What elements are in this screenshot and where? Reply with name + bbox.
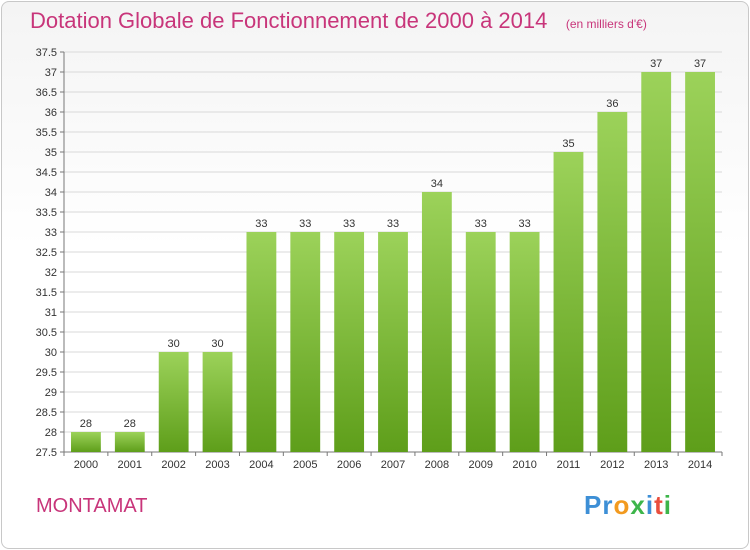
- y-tick-label: 28.5: [36, 407, 57, 419]
- y-tick-label: 36: [45, 107, 57, 119]
- bar: [114, 432, 145, 452]
- bar-value-label: 33: [518, 218, 530, 230]
- bar-value-label: 33: [387, 218, 399, 230]
- bar: [641, 72, 672, 452]
- bar-value-label: 34: [431, 178, 443, 190]
- y-tick-label: 35.5: [36, 127, 57, 139]
- bar: [465, 232, 496, 452]
- y-tick-label: 30.5: [36, 327, 57, 339]
- bar-value-label: 28: [80, 418, 92, 430]
- bar-value-label: 33: [299, 218, 311, 230]
- logo-letter: i: [645, 490, 655, 520]
- bar-value-label: 30: [211, 338, 223, 350]
- x-tick-label: 2001: [118, 459, 142, 471]
- y-tick-label: 27.5: [36, 447, 57, 459]
- bar-value-label: 33: [343, 218, 355, 230]
- bar: [597, 112, 628, 452]
- bar-value-label: 36: [606, 98, 618, 110]
- bar-value-label: 28: [124, 418, 136, 430]
- bar-value-label: 35: [562, 138, 574, 150]
- chart-title: Dotation Globale de Fonctionnement de 20…: [30, 8, 548, 33]
- chart-unit: (en milliers d'€): [565, 17, 647, 31]
- y-tick-label: 30: [45, 347, 57, 359]
- x-tick-label: 2011: [557, 459, 581, 471]
- y-tick-label: 31: [45, 307, 57, 319]
- y-tick-label: 36.5: [36, 87, 57, 99]
- y-tick-label: 31.5: [36, 287, 57, 299]
- bar-value-label: 37: [694, 58, 706, 70]
- logo-letter: o: [613, 490, 631, 520]
- x-tick-label: 2009: [468, 459, 492, 471]
- bar-value-label: 33: [475, 218, 487, 230]
- y-tick-label: 29: [45, 387, 57, 399]
- y-tick-label: 34: [45, 187, 57, 199]
- proxiti-logo: Proxiti: [584, 490, 672, 521]
- bar: [71, 432, 101, 452]
- logo-letter: t: [654, 490, 664, 520]
- bar: [202, 352, 233, 452]
- y-tick-label: 35: [45, 147, 57, 159]
- bar: [246, 232, 277, 452]
- title-row: Dotation Globale de Fonctionnement de 20…: [30, 8, 647, 34]
- bar-value-label: 37: [650, 58, 662, 70]
- x-tick-label: 2007: [381, 459, 405, 471]
- commune-name: MONTAMAT: [36, 495, 148, 517]
- bar-value-label: 33: [255, 218, 267, 230]
- logo-letter: i: [663, 490, 672, 520]
- bar: [378, 232, 408, 452]
- x-tick-label: 2008: [425, 459, 449, 471]
- x-tick-label: 2003: [205, 459, 229, 471]
- bar: [290, 232, 321, 452]
- y-tick-label: 33.5: [36, 207, 57, 219]
- bar-value-label: 30: [168, 338, 180, 350]
- x-tick-label: 2002: [161, 459, 185, 471]
- x-tick-label: 2004: [249, 459, 273, 471]
- x-tick-label: 2010: [512, 459, 536, 471]
- y-tick-label: 34.5: [36, 167, 57, 179]
- x-tick-label: 2014: [688, 459, 712, 471]
- x-tick-label: 2012: [600, 459, 624, 471]
- x-tick-label: 2005: [293, 459, 317, 471]
- y-tick-label: 33: [45, 227, 57, 239]
- y-tick-label: 28: [45, 427, 57, 439]
- y-tick-label: 32.5: [36, 247, 57, 259]
- logo-letter: P: [584, 490, 603, 520]
- bar: [334, 232, 365, 452]
- logo-letter: x: [630, 490, 646, 520]
- x-tick-label: 2006: [337, 459, 361, 471]
- bar: [685, 72, 715, 452]
- x-tick-label: 2000: [74, 459, 98, 471]
- y-tick-label: 29.5: [36, 367, 57, 379]
- y-tick-label: 32: [45, 267, 57, 279]
- x-tick-label: 2013: [644, 459, 668, 471]
- bar: [509, 232, 540, 452]
- bar: [421, 192, 452, 452]
- bar: [158, 352, 189, 452]
- y-tick-label: 37.5: [36, 47, 57, 59]
- logo-letter: r: [602, 490, 614, 520]
- y-tick-label: 37: [45, 67, 57, 79]
- bar: [553, 152, 584, 452]
